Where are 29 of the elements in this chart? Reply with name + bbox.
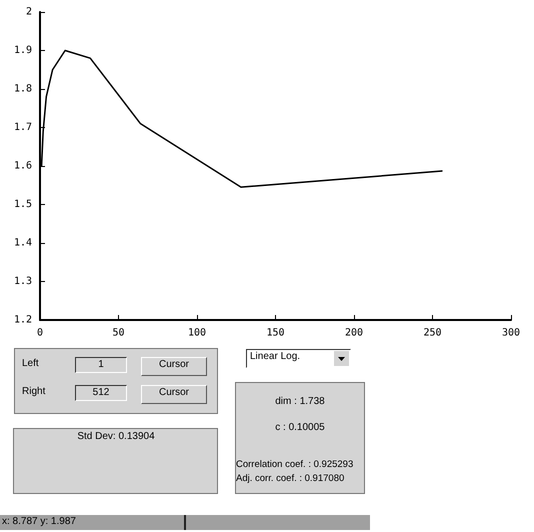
y-tick-label: 1.8 (14, 84, 32, 94)
text: c : 0.10005 (274, 422, 326, 433)
text: Left (22, 358, 40, 369)
x-tick-label: 150 (266, 328, 285, 338)
y-tick-label: 1.2 (14, 314, 32, 326)
text: Right (22, 386, 46, 397)
text-field: 1 (75, 357, 127, 373)
dropdown: Linear Log. (246, 349, 351, 368)
y-tick-label: 2 (26, 6, 32, 18)
x-tick-label: 200 (344, 328, 364, 338)
text: dim : 1.738 (274, 396, 326, 407)
x-tick-label: 0 (36, 328, 44, 338)
x-tick-label: 300 (502, 328, 520, 338)
y-tick-label: 1.6 (14, 160, 32, 172)
x-tick-label: 100 (188, 328, 206, 338)
x-tick-label: 250 (423, 328, 442, 338)
y-tick-label: 1.5 (14, 199, 32, 210)
text: Correlation coef. : 0.925293 (236, 459, 354, 470)
x-tick-label: 50 (112, 328, 125, 338)
text-field: 512 (75, 385, 127, 401)
button: Cursor (141, 385, 207, 404)
y-tick-label: 1.7 (14, 122, 32, 133)
y-tick-label: 1.9 (14, 45, 32, 56)
button: Cursor (141, 357, 207, 376)
y-tick-label: 1.4 (14, 238, 32, 248)
text: x: 8.787 y: 1.987 (2, 516, 77, 527)
text: Std Dev: 0.13904 (76, 431, 156, 442)
y-tick-label: 1.3 (14, 276, 32, 287)
text: Adj. corr. coef. : 0.917080 (236, 473, 346, 484)
